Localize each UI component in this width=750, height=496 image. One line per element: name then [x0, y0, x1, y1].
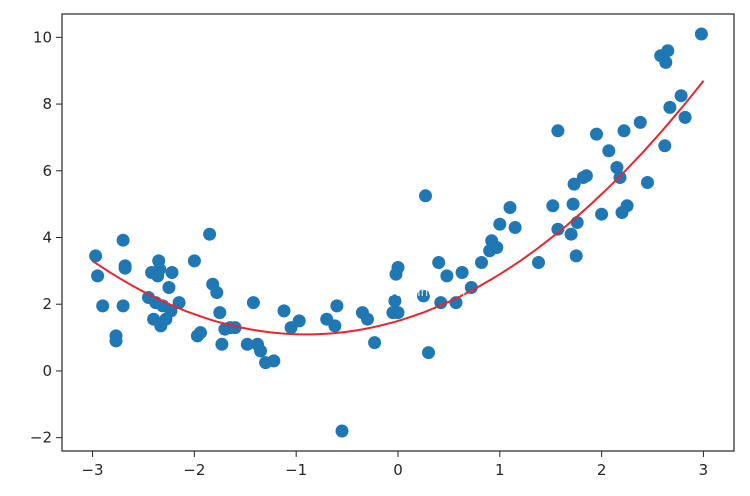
data-point [617, 124, 631, 138]
data-point [490, 241, 504, 254]
data-point [567, 177, 581, 191]
data-point [419, 189, 432, 203]
data-point [564, 227, 578, 241]
data-point [694, 27, 708, 41]
data-point [368, 336, 382, 350]
y-axis: −2 0 2 4 6 8 10 [30, 28, 62, 447]
data-point [641, 176, 654, 189]
data-point [165, 266, 179, 279]
data-point [96, 299, 110, 313]
data-point [109, 334, 123, 348]
fit-line-series [91, 80, 705, 336]
data-point [570, 216, 584, 229]
data-point [213, 306, 227, 320]
data-point [162, 281, 176, 294]
y-tick-label: 0 [42, 362, 52, 380]
data-point [116, 233, 130, 247]
data-point [172, 296, 186, 310]
data-point [292, 314, 306, 328]
data-point [246, 296, 260, 310]
data-point [595, 207, 609, 221]
data-point [579, 169, 593, 183]
data-point [661, 44, 675, 58]
scatter-series [89, 27, 708, 438]
data-point [391, 306, 405, 320]
data-point [164, 304, 178, 318]
data-point [503, 201, 517, 214]
data-point [388, 294, 402, 308]
data-point [659, 55, 673, 69]
watermark: www.devtalking.com [341, 285, 466, 299]
x-tick-label: 0 [393, 461, 403, 479]
x-tick-label: −2 [183, 461, 205, 479]
data-point [203, 227, 217, 241]
data-point [546, 199, 560, 213]
data-point [361, 312, 374, 326]
data-point [277, 304, 291, 318]
data-point [658, 139, 672, 153]
data-point [674, 89, 688, 103]
data-point [475, 256, 488, 269]
data-point [569, 249, 583, 263]
data-point [391, 261, 405, 274]
data-point [422, 346, 435, 360]
fit-line [91, 80, 705, 336]
data-point [551, 124, 565, 138]
data-point [254, 344, 267, 358]
data-point [328, 319, 342, 333]
data-point [118, 261, 132, 275]
plot-area-background [62, 14, 734, 451]
x-tick-label: 1 [495, 461, 505, 479]
data-point [678, 110, 692, 124]
x-tick-label: 3 [699, 461, 709, 479]
x-tick-label: −1 [285, 461, 307, 479]
data-point [91, 269, 105, 283]
data-point [89, 249, 103, 263]
x-tick-label: −3 [81, 461, 103, 479]
data-point [240, 337, 254, 351]
data-point [551, 222, 565, 236]
data-point [590, 127, 603, 141]
data-point [432, 256, 446, 269]
data-point [267, 354, 281, 368]
y-tick-label: 4 [42, 229, 52, 247]
data-point [335, 424, 349, 438]
y-tick-label: 8 [42, 95, 52, 113]
data-point [532, 256, 545, 269]
data-point [330, 299, 344, 313]
data-point [228, 321, 242, 335]
data-point [493, 217, 507, 231]
y-tick-label: 2 [42, 295, 52, 313]
x-axis: −3 −2 −1 0 1 2 3 [81, 451, 708, 479]
data-point [210, 286, 224, 299]
data-point [215, 337, 229, 351]
data-point [194, 326, 207, 340]
y-tick-label: 10 [33, 28, 52, 46]
data-point [633, 115, 647, 129]
data-point [116, 299, 130, 313]
data-point [508, 221, 522, 234]
data-point [620, 199, 634, 213]
data-point [153, 262, 167, 276]
y-tick-label: 6 [42, 162, 52, 180]
data-point [663, 100, 677, 114]
data-point [187, 254, 201, 268]
data-point [464, 281, 478, 294]
data-point [440, 269, 454, 283]
data-point [602, 144, 616, 158]
data-point [566, 197, 580, 211]
x-tick-label: 2 [597, 461, 607, 479]
data-point [455, 266, 469, 279]
y-tick-label: −2 [30, 429, 52, 447]
data-point [417, 289, 430, 303]
data-point [610, 161, 624, 174]
